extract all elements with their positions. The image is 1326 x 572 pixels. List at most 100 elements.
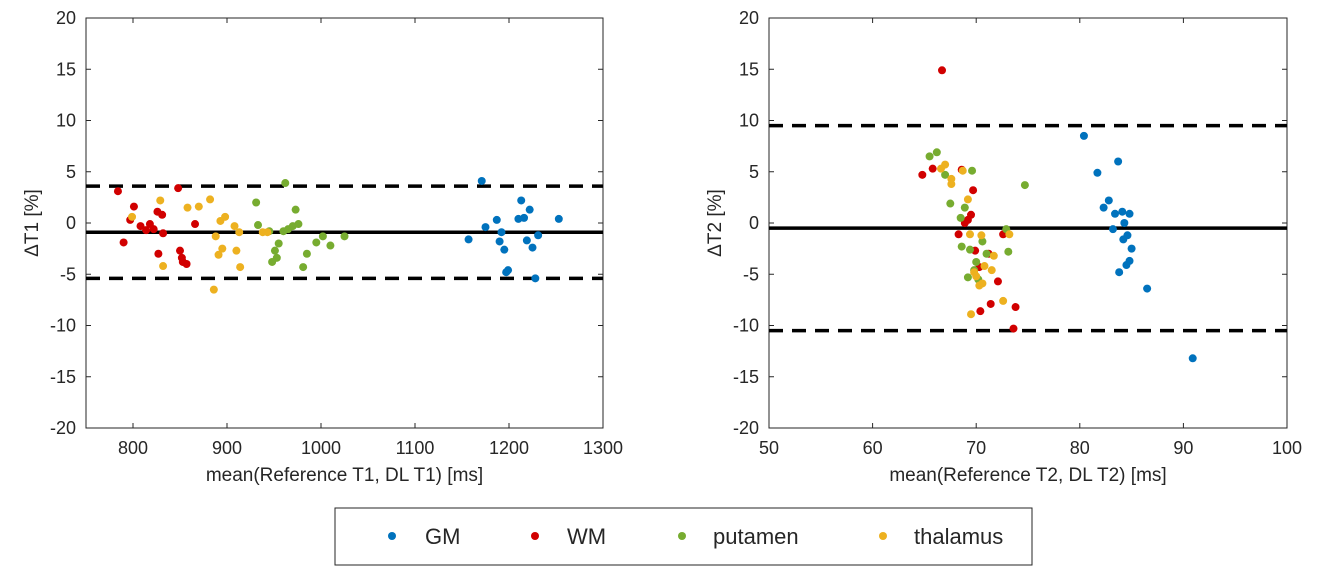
y-tick-label: 0 — [66, 213, 76, 233]
data-point-putamen — [968, 166, 977, 175]
data-point-wm — [176, 246, 184, 255]
data-point-putamen — [270, 246, 279, 255]
data-point-wm — [142, 226, 151, 235]
data-point-thalamus — [211, 232, 220, 241]
data-point-wm — [918, 170, 927, 179]
data-point-wm — [113, 187, 122, 196]
data-point-thalamus — [999, 296, 1008, 305]
x-tick-label: 1300 — [583, 438, 623, 458]
y-tick-label: 15 — [739, 59, 759, 79]
y-tick-label: 10 — [56, 111, 76, 131]
data-point-wm — [191, 220, 200, 229]
data-point-wm — [954, 230, 963, 239]
data-point-thalamus — [978, 279, 987, 288]
legend-marker-thalamus — [879, 532, 887, 540]
y-tick-label: -15 — [733, 367, 759, 387]
data-point-gm — [1114, 157, 1123, 166]
data-point-gm — [1108, 225, 1117, 234]
data-point-putamen — [272, 253, 281, 262]
data-point-thalamus — [972, 272, 981, 281]
data-point-gm — [497, 228, 506, 237]
data-point-putamen — [932, 148, 941, 157]
data-point-wm — [1011, 303, 1020, 312]
x-axis-label: mean(Reference T1, DL T1) [ms] — [206, 465, 483, 486]
data-point-putamen — [294, 220, 303, 229]
data-point-wm — [159, 229, 168, 238]
plot-area — [768, 17, 1288, 429]
data-point-gm — [1143, 284, 1152, 293]
y-tick-label: -5 — [743, 264, 759, 284]
y-tick-label: -15 — [50, 367, 76, 387]
data-point-putamen — [299, 263, 308, 272]
data-point-gm — [1104, 196, 1113, 205]
x-tick-label: 100 — [1272, 438, 1302, 458]
y-tick-label: -5 — [60, 264, 76, 284]
data-point-thalamus — [987, 266, 996, 275]
data-point-putamen — [965, 245, 974, 254]
y-axis-label: ΔT2 [%] — [705, 189, 726, 257]
data-point-gm — [517, 196, 526, 205]
data-point-gm — [1099, 203, 1108, 212]
data-point-gm — [531, 274, 540, 283]
data-point-putamen — [302, 249, 311, 258]
legend-label-putamen: putamen — [713, 524, 799, 549]
x-tick-label: 1200 — [489, 438, 529, 458]
data-point-thalamus — [209, 285, 218, 294]
x-tick-label: 1000 — [301, 438, 341, 458]
y-tick-label: 5 — [66, 162, 76, 182]
y-tick-label: -20 — [733, 418, 759, 438]
data-point-putamen — [291, 205, 300, 214]
data-point-putamen — [326, 241, 335, 250]
data-point-thalamus — [965, 230, 974, 239]
data-point-gm — [520, 213, 529, 222]
data-point-thalamus — [221, 212, 230, 221]
data-point-gm — [554, 214, 563, 223]
data-point-thalamus — [977, 231, 986, 240]
y-tick-label: -20 — [50, 418, 76, 438]
data-point-gm — [528, 243, 537, 252]
data-point-gm — [504, 266, 513, 275]
data-point-gm — [525, 205, 534, 214]
data-point-gm — [1093, 168, 1102, 177]
data-point-thalamus — [214, 250, 223, 259]
data-point-putamen — [982, 249, 991, 258]
data-point-thalamus — [218, 244, 227, 253]
data-point-putamen — [1004, 247, 1013, 256]
data-point-wm — [174, 184, 183, 193]
data-point-putamen — [318, 232, 327, 241]
data-point-putamen — [956, 213, 965, 222]
data-point-wm — [1009, 324, 1018, 333]
data-point-thalamus — [941, 160, 950, 169]
data-point-gm — [500, 245, 509, 254]
data-point-putamen — [252, 198, 261, 207]
x-tick-label: 90 — [1173, 438, 1193, 458]
data-point-gm — [1118, 207, 1127, 216]
x-tick-label: 70 — [966, 438, 986, 458]
legend-label-gm: GM — [425, 524, 460, 549]
legend-label-thalamus: thalamus — [914, 524, 1003, 549]
legend-marker-putamen — [678, 532, 686, 540]
data-point-putamen — [274, 239, 283, 248]
plot-t1-bland-altman: 800 900 1000 1100 1200 1300 -20 -15 -10 -5 0 5 10 15 2… — [22, 8, 623, 486]
data-point-thalamus — [963, 195, 972, 204]
plot-area — [85, 17, 604, 429]
y-axis-label: ΔT1 [%] — [22, 189, 43, 257]
data-point-gm — [1120, 219, 1129, 227]
data-point-thalamus — [194, 202, 203, 211]
data-point-thalamus — [206, 195, 215, 204]
data-point-wm — [119, 238, 128, 247]
data-point-putamen — [1020, 181, 1029, 190]
data-point-gm — [1115, 268, 1124, 277]
data-point-gm — [495, 237, 504, 246]
data-point-gm — [1079, 131, 1088, 140]
x-tick-label: 800 — [118, 438, 148, 458]
data-point-putamen — [312, 238, 321, 247]
data-point-gm — [1125, 256, 1134, 265]
data-point-thalamus — [263, 228, 272, 237]
data-point-wm — [976, 307, 985, 316]
data-point-thalamus — [236, 263, 245, 272]
data-point-putamen — [340, 232, 349, 241]
data-point-thalamus — [947, 180, 956, 189]
x-tick-label: 50 — [759, 438, 779, 458]
data-point-thalamus — [128, 212, 137, 221]
